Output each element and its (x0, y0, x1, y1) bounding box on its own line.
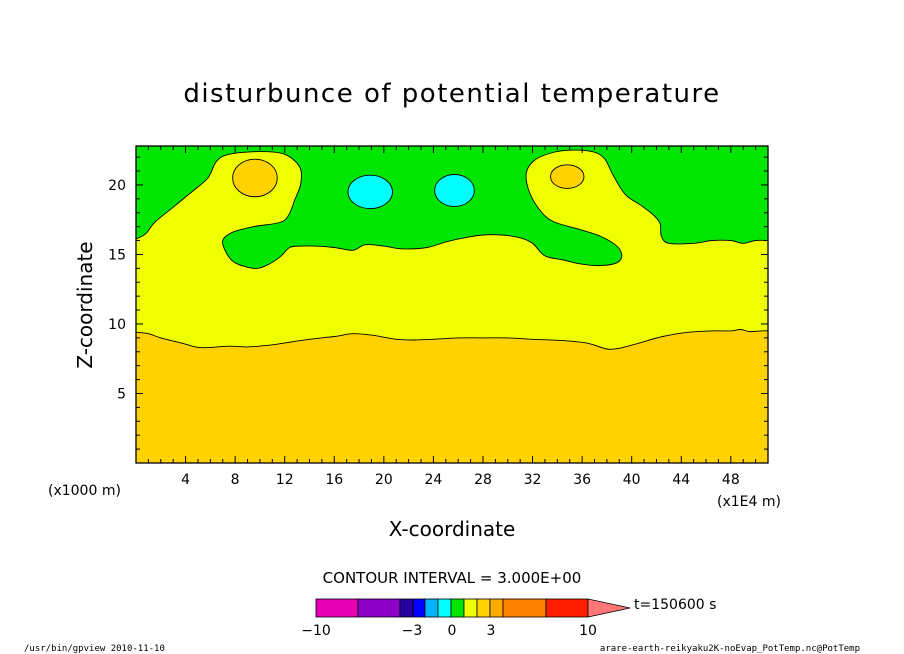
region-cyan-2 (434, 174, 475, 207)
plot-frame (135, 145, 769, 464)
colorbar-segment (412, 598, 426, 618)
colorbar-segment (315, 598, 359, 618)
chart-title: disturbunce of potential temperature (183, 79, 720, 109)
colorbar-segment (476, 598, 491, 618)
x-tick-label: 40 (623, 472, 641, 488)
contour-regions (135, 146, 769, 463)
colorbar-segment (489, 598, 504, 618)
colorbar-segment (502, 598, 547, 618)
region-upper-orange-left (232, 158, 278, 198)
y-tick-label: 20 (108, 178, 126, 194)
colorbar-segment (399, 598, 414, 618)
contour-line-lower-orange (135, 329, 769, 350)
x-tick-label: 24 (424, 472, 442, 488)
colorbar-label: 10 (579, 623, 597, 639)
region-upper-orange-right (550, 164, 585, 189)
region-cyan-1 (347, 174, 393, 210)
colorbar-segment (437, 598, 452, 618)
y-tick-label: 5 (117, 386, 126, 402)
colorbar: −10 −3 0 3 10 (301, 598, 631, 639)
footer-right: arare-earth-reikyaku2K-noEvap_PotTemp.nc… (600, 644, 860, 654)
x-tick-label: 36 (573, 472, 591, 488)
x-tick-label: 12 (276, 472, 294, 488)
colorbar-label: −10 (301, 623, 331, 639)
region-upper-green (136, 146, 768, 269)
time-label: t=150600 s (634, 597, 716, 613)
colorbar-segment (463, 598, 478, 618)
x-tick-label: 20 (375, 472, 393, 488)
x-tick-label: 8 (231, 472, 240, 488)
colorbar-segment (545, 598, 589, 618)
y-axis-label: Z-coordinate (73, 241, 97, 368)
x-tick-label: 4 (181, 472, 190, 488)
colorbar-segment (424, 598, 439, 618)
colorbar-segment (450, 598, 465, 618)
y-tick-label: 10 (108, 317, 126, 333)
colorbar-arrow (587, 598, 631, 618)
colorbar-label: 0 (448, 623, 457, 639)
region-lower-orange (136, 329, 768, 463)
colorbar-label: −3 (402, 623, 423, 639)
colorbar-label: 3 (487, 623, 496, 639)
contour-line-upper-green (135, 149, 769, 269)
x-unit-label: (x1E4 m) (717, 494, 781, 510)
x-axis-label: X-coordinate (389, 517, 516, 541)
y-tick-label: 15 (108, 247, 126, 263)
colorbar-segment (357, 598, 401, 618)
x-tick-label: 44 (672, 472, 690, 488)
z-unit-label: (x1000 m) (48, 483, 121, 499)
footer-left: /usr/bin/gpview 2010-11-10 (24, 644, 165, 654)
x-tick-label: 16 (325, 472, 343, 488)
contour-interval-text: CONTOUR INTERVAL = 3.000E+00 (323, 569, 582, 587)
x-tick-label: 32 (524, 472, 542, 488)
x-tick-label: 28 (474, 472, 492, 488)
x-tick-label: 48 (722, 472, 740, 488)
